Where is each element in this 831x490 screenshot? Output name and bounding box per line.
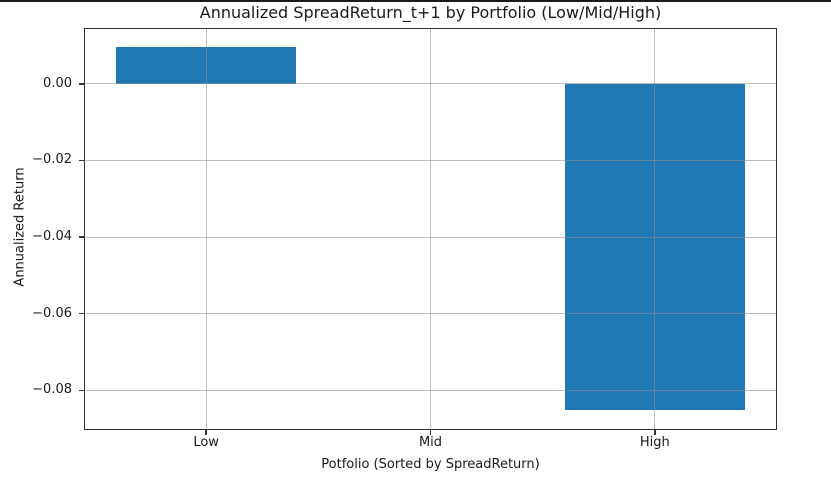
x-tick-mark — [205, 430, 207, 435]
x-tick-mark — [429, 430, 432, 435]
window-top-border — [0, 0, 831, 2]
y-tick-mark — [79, 83, 84, 85]
x-tick-mark — [654, 430, 656, 435]
y-tick-label: 0.00 — [43, 75, 72, 91]
x-tick-label: Mid — [418, 435, 443, 450]
y-tick-label: −0.04 — [32, 229, 72, 245]
plot-area — [84, 28, 777, 430]
y-tick-label: −0.06 — [32, 305, 72, 321]
gridline-vertical — [205, 29, 207, 429]
gridline-vertical — [654, 29, 656, 429]
x-tick-label: Low — [193, 435, 219, 450]
y-tick-label: −0.08 — [32, 382, 72, 398]
x-axis-label: Potfolio (Sorted by SpreadReturn) — [321, 457, 540, 472]
y-tick-mark — [79, 159, 84, 162]
chart-title: Annualized SpreadReturn_t+1 by Portfolio… — [199, 3, 662, 22]
y-tick-mark — [79, 236, 84, 238]
y-tick-label: −0.02 — [32, 152, 72, 168]
gridline-vertical — [430, 29, 431, 429]
y-tick-mark — [79, 312, 84, 315]
x-tick-label: High — [639, 435, 670, 450]
y-tick-mark — [79, 389, 84, 392]
